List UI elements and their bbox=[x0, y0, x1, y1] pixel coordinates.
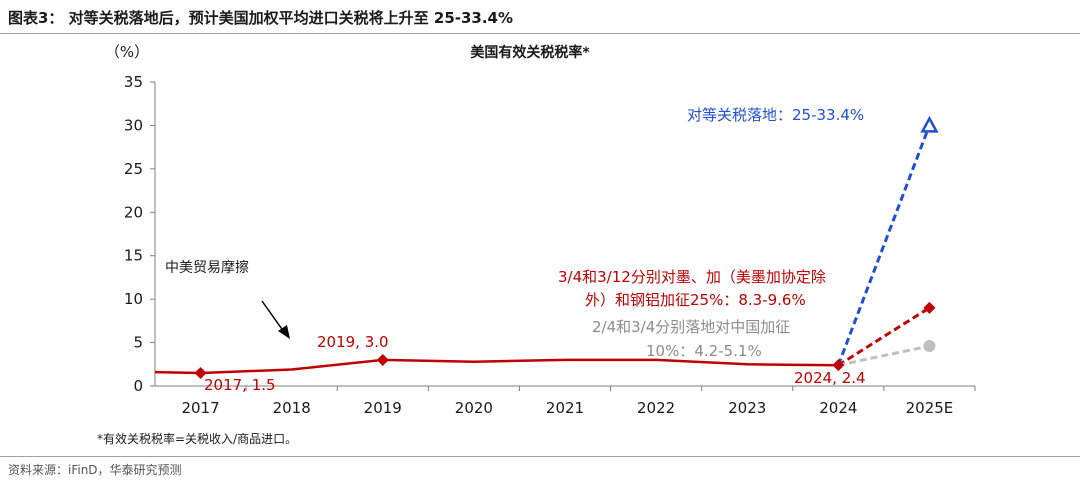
series-line-historical bbox=[154, 358, 839, 375]
annotation-reciprocal: 对等关税落地：25-33.4% bbox=[687, 106, 864, 124]
data-label-2024: 2024, 2.4 bbox=[794, 369, 866, 387]
y-tick-label: 20 bbox=[124, 203, 143, 221]
y-tick-label: 0 bbox=[133, 377, 143, 395]
series-endpoint-projection_high bbox=[920, 115, 939, 133]
y-tick-label: 10 bbox=[124, 290, 143, 308]
chart-title: 美国有效关税税率* bbox=[470, 44, 590, 61]
marker-layer bbox=[194, 353, 845, 379]
x-tick-label: 2017 bbox=[181, 399, 219, 417]
data-point-2024 bbox=[832, 359, 845, 372]
series-layer bbox=[154, 115, 939, 375]
axes: 0 5 10 15 20 25 30 35 2017 2018 2019 2020 2021 2022 20… bbox=[124, 73, 976, 417]
x-tick-label: 2025E bbox=[906, 399, 954, 417]
data-label-2019: 2019, 3.0 bbox=[317, 333, 389, 351]
annotation-mexico-line2: 外）和钢铝加征25%：8.3-9.6% bbox=[585, 291, 806, 309]
data-point-2017 bbox=[194, 366, 207, 379]
y-axis-unit: （%） bbox=[105, 43, 149, 61]
x-tick-label: 2019 bbox=[364, 399, 402, 417]
footnote: *有效关税税率=关税收入/商品进口。 bbox=[97, 432, 298, 446]
data-label-2017: 2017, 1.5 bbox=[204, 376, 276, 394]
series-endpoint-projection_mid bbox=[923, 301, 936, 314]
series-line-projection_mid bbox=[837, 306, 931, 367]
figure-title: 图表3： 对等关税落地后，预计美国加权平均进口关税将上升至 25-33.4% bbox=[8, 9, 514, 27]
series-line-projection_high bbox=[836, 124, 931, 366]
annotation-arrow bbox=[261, 300, 290, 339]
effective-tariff-chart: 美国有效关税税率* （%） 0 5 10 15 20 25 30 35 2017 2018 2019… bbox=[105, 43, 976, 417]
x-tick-label: 2018 bbox=[273, 399, 311, 417]
x-tick-label: 2021 bbox=[546, 399, 584, 417]
annotation-china-line1: 2/4和3/4分别落地对中国加征 bbox=[592, 318, 790, 336]
annotation-china-line2: 10%：4.2-5.1% bbox=[646, 342, 762, 360]
y-tick-label: 25 bbox=[124, 160, 143, 178]
source-note: 资料来源：iFinD，华泰研究预测 bbox=[8, 463, 182, 477]
y-tick-label: 15 bbox=[124, 247, 143, 265]
x-tick-label: 2022 bbox=[637, 399, 675, 417]
header-divider bbox=[0, 33, 1080, 34]
annotation-trade-friction: 中美贸易摩擦 bbox=[165, 259, 249, 276]
x-tick-label: 2020 bbox=[455, 399, 493, 417]
series-endpoint-projection_low bbox=[923, 340, 936, 353]
header-bar: 图表3： 对等关税落地后，预计美国加权平均进口关税将上升至 25-33.4% bbox=[0, 0, 1080, 32]
data-point-2019 bbox=[376, 353, 389, 366]
y-tick-label: 30 bbox=[124, 116, 143, 134]
y-tick-label: 35 bbox=[124, 73, 143, 91]
y-tick-label: 5 bbox=[133, 334, 143, 352]
series-line-projection_low bbox=[837, 344, 930, 367]
x-tick-label: 2024 bbox=[819, 399, 857, 417]
footer-divider bbox=[0, 456, 1080, 457]
annotation-mexico-line1: 3/4和3/12分别对墨、加（美墨加协定除 bbox=[558, 268, 826, 286]
x-tick-label: 2023 bbox=[728, 399, 766, 417]
